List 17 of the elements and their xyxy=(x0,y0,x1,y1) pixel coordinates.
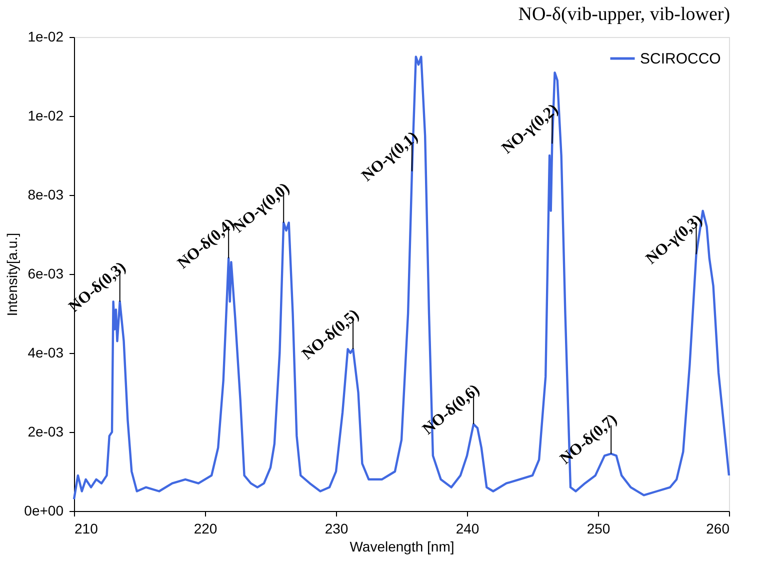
y-tick-label: 4e-03 xyxy=(28,344,64,360)
y-tick-label: 2e-03 xyxy=(28,424,64,440)
y-tick-label: 1e-02 xyxy=(28,28,64,44)
x-tick-label: 220 xyxy=(194,520,218,536)
x-tick-label: 260 xyxy=(706,520,730,536)
y-tick-label: 0e+00 xyxy=(24,502,64,518)
y-tick-label: 1e-02 xyxy=(28,108,64,124)
x-tick-label: 210 xyxy=(74,520,98,536)
chart-title: NO-δ(vib-upper, vib-lower) xyxy=(518,4,730,25)
y-tick-label: 8e-03 xyxy=(28,186,64,202)
y-tick-label: 6e-03 xyxy=(28,266,64,282)
x-axis-title: Wavelength [nm] xyxy=(350,538,454,554)
x-tick-label: 250 xyxy=(586,520,610,536)
x-tick-label: 230 xyxy=(324,520,348,536)
legend-label: SCIROCCO xyxy=(640,50,721,68)
x-tick-label: 240 xyxy=(456,520,480,536)
y-axis-title: Intensity[a.u.] xyxy=(4,232,20,316)
